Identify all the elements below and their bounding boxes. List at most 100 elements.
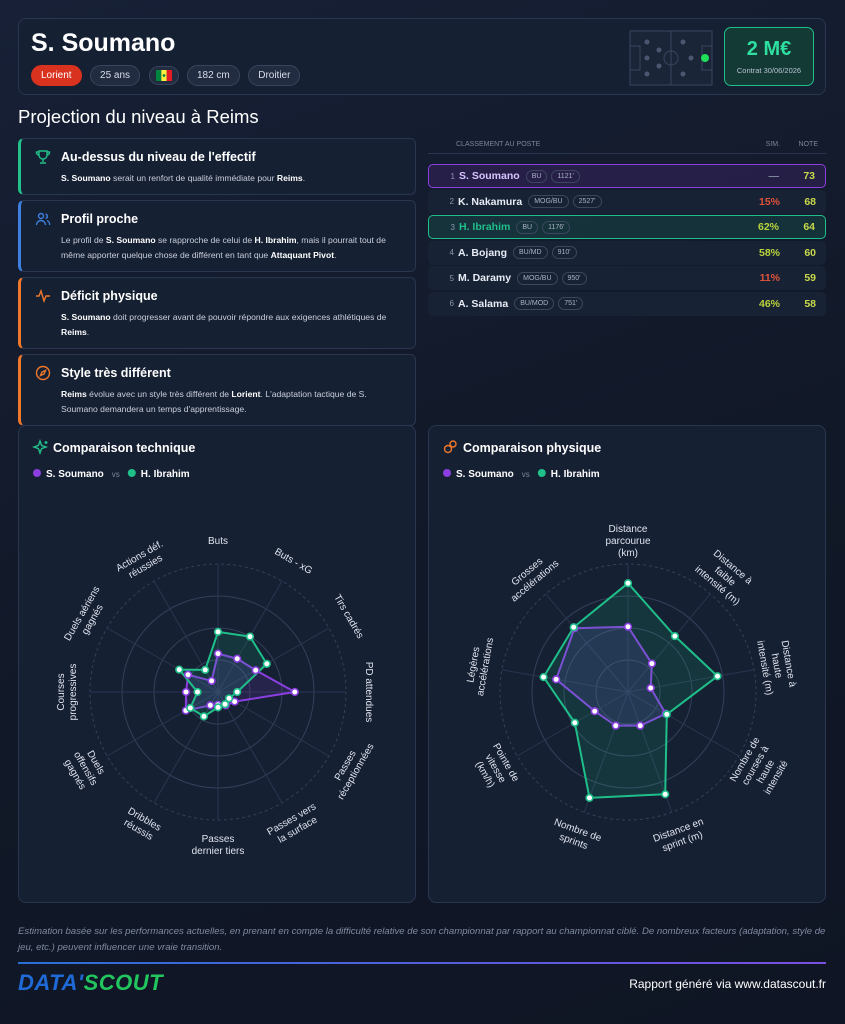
text: se rapproche de celui de xyxy=(155,235,255,245)
text: serait un renfort de qualité immédiate p… xyxy=(110,173,277,183)
axis-label-group: Dribblesréussis xyxy=(120,806,163,844)
spoke xyxy=(627,593,711,693)
spoke xyxy=(627,691,740,757)
axis-label-group: Duels aériensgagnés xyxy=(62,585,105,643)
section-title: Projection du niveau à Reims xyxy=(18,106,259,127)
data-point xyxy=(661,790,670,799)
position-tag: BU xyxy=(516,220,539,234)
series-area xyxy=(555,625,667,727)
ranking: CLASSEMENT AU POSTE SIM. NOTE 1 S. Souman… xyxy=(428,138,826,318)
minutes-tag: 950' xyxy=(561,271,587,285)
axis-label-group: Buts - xG xyxy=(272,546,314,576)
legend-label: S. Soumano xyxy=(46,469,104,480)
data-point xyxy=(539,673,548,682)
club-tag: Lorient xyxy=(31,65,82,86)
data-point xyxy=(193,687,202,697)
header-card: S. Soumano Lorient 25 ans 182 cm Droitie… xyxy=(18,18,826,95)
strong-text: Lorient xyxy=(231,389,261,399)
insight-body: S. Soumano serait un renfort de qualité … xyxy=(61,171,403,186)
player: A. Salama xyxy=(458,297,509,310)
data-point xyxy=(262,659,271,668)
text: . xyxy=(302,173,306,183)
insight-icon xyxy=(35,365,51,381)
spoke xyxy=(153,580,219,693)
minutes-tag: 1121' xyxy=(551,169,580,183)
axis-label-group: Distance ensprint (m) xyxy=(652,816,709,856)
data-point xyxy=(290,687,299,697)
age-tag: 25 ans xyxy=(90,65,141,86)
insight-title: Déficit physique xyxy=(61,289,158,303)
divider xyxy=(428,153,826,154)
credit: Rapport généré via www.datascout.fr xyxy=(629,977,826,991)
axis-label-group: Actions déf.réussies xyxy=(114,539,165,581)
axis-label: Grossesaccélérations xyxy=(501,549,561,604)
axis-label: Pointe devitesse(km/h) xyxy=(469,742,521,796)
data-point xyxy=(175,665,184,674)
flag-tag xyxy=(148,65,179,86)
axis-label-group: Distance parcourue (km) xyxy=(605,524,650,559)
axis-label: Distance àhauteintensité (m) xyxy=(754,636,798,696)
minutes-tag: 2527' xyxy=(572,195,602,208)
player: M. Daramy xyxy=(458,272,512,284)
insight-title: Au-dessus du niveau de l'effectif xyxy=(61,150,256,164)
position-tag: BU/MOD xyxy=(514,297,555,310)
insight-title: Profil proche xyxy=(61,212,139,226)
data-point xyxy=(585,793,594,802)
insight-title: Style très différent xyxy=(61,366,171,380)
market-value: 2 M€ xyxy=(746,38,792,60)
data-point xyxy=(245,632,255,641)
data-point xyxy=(670,632,679,641)
data-point xyxy=(233,687,242,697)
strong-text: Reims xyxy=(276,173,303,183)
legend-swatch xyxy=(443,469,451,477)
text: . xyxy=(86,327,90,337)
spoke xyxy=(545,593,629,693)
spoke xyxy=(217,691,283,804)
text: . L'adaptation tactique de S. Soumano de… xyxy=(61,389,367,414)
flag xyxy=(155,69,172,81)
legend-label: S. Soumano xyxy=(456,469,514,480)
data-point xyxy=(213,627,223,636)
axis-label: Distance parcourue (km) xyxy=(605,524,650,559)
note: 59 xyxy=(804,272,816,284)
player-name: S. Soumano xyxy=(31,29,176,57)
legend-vs: vs xyxy=(522,470,530,479)
axis-label-group: Nombre desprints xyxy=(548,817,603,856)
axis-label: Distance ensprint (m) xyxy=(652,816,709,856)
minutes-tag: 1176' xyxy=(542,220,571,234)
player: A. Bojang xyxy=(458,246,507,259)
similarity: 62% xyxy=(757,221,779,233)
insights: Au-dessus du niveau de l'effectif S. Soum… xyxy=(18,138,416,431)
strong-text: S. Soumano xyxy=(105,235,156,245)
data-point xyxy=(623,622,633,631)
logo-part: DATA' xyxy=(18,970,84,995)
ranking-row: 4 A. Bojang BU/MD 910' 58% 60 xyxy=(428,240,826,265)
insight-icon xyxy=(36,288,50,304)
data-point xyxy=(611,721,620,730)
insight-card: Style très différent Reims évolue avec un… xyxy=(18,354,416,426)
radar-chart: Comparaison physique S. Soumano vs H. Ibrah… xyxy=(443,440,798,856)
axis-label-group: PD attendues xyxy=(363,662,374,723)
rank: 2 xyxy=(449,197,454,206)
footer-line xyxy=(18,962,826,964)
axis-label-group: Coursesprogressives xyxy=(56,664,79,721)
pitch-icon xyxy=(629,30,713,86)
axis-label-group: Tirs cadrés xyxy=(331,593,365,641)
axis-label: Buts xyxy=(208,536,228,547)
legend-label: H. Ibrahim xyxy=(551,469,600,480)
title-icon xyxy=(31,438,49,456)
rank: 5 xyxy=(449,273,454,283)
axis-label-group: Pointe devitesse(km/h) xyxy=(469,742,521,796)
strong-text: Attaquant Pivot xyxy=(270,250,335,260)
strong-text: Reims xyxy=(61,389,87,399)
axis-label: Nombre desprints xyxy=(548,817,603,856)
legend-label: H. Ibrahim xyxy=(141,469,190,480)
spoke xyxy=(501,669,629,693)
text: doit progresser avant de pouvoir répondr… xyxy=(110,312,387,322)
axis-label: Dribblesréussis xyxy=(120,806,163,844)
ranking-row: 1 S. Soumano BU 1121' — 73 xyxy=(428,164,826,188)
legend-swatch xyxy=(33,469,41,477)
spoke xyxy=(217,627,330,693)
legend-swatch xyxy=(537,469,546,477)
